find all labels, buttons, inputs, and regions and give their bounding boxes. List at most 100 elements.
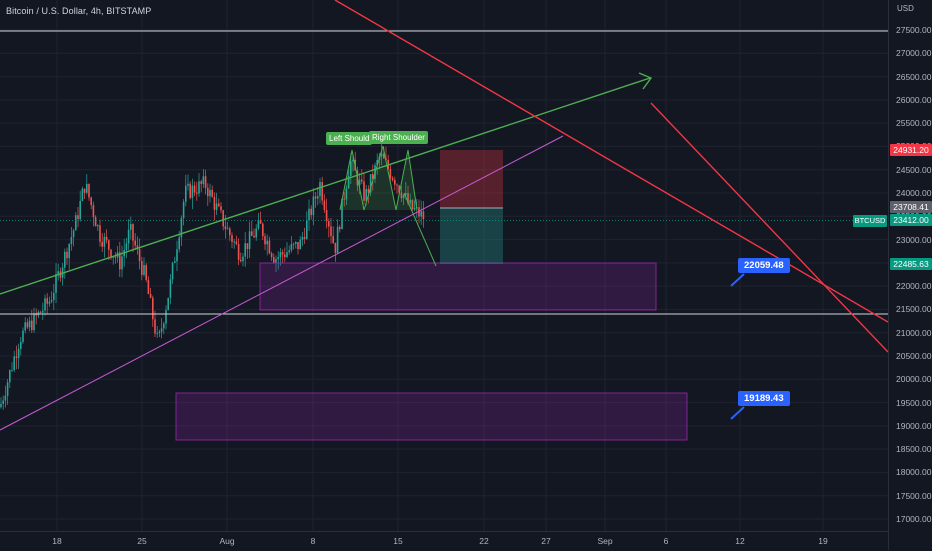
projection-line	[403, 192, 437, 267]
candle-body	[275, 259, 277, 263]
candle-body	[259, 219, 262, 224]
candle-body	[112, 256, 114, 258]
candle-body	[389, 169, 392, 179]
candle-body	[413, 208, 416, 210]
candle-body	[363, 181, 365, 201]
price-axis[interactable]: USD 27500.00 27000.00 26500.00 26000.00 2550…	[888, 0, 932, 550]
price-callout-upper[interactable]: 22059.48	[738, 258, 790, 273]
candle-body	[17, 348, 20, 358]
candle-body	[233, 241, 235, 243]
left-shoulder-label[interactable]: Left Should	[326, 132, 373, 145]
x-tick-label: 25	[137, 536, 147, 546]
candle-body	[31, 320, 33, 331]
candle-body	[306, 220, 308, 239]
price-chart[interactable]	[0, 0, 888, 531]
y-tick-label: 18000.00	[896, 467, 932, 478]
entry-price-badge: 23708.41	[890, 200, 932, 213]
candle-body	[86, 183, 88, 193]
candle-body	[235, 241, 238, 244]
time-axis[interactable]: 18 25 Aug 8 15 22 27 Sep 6 12 19	[0, 531, 888, 551]
candle-body	[105, 236, 108, 241]
candle-body	[94, 217, 97, 227]
candle-body	[334, 242, 337, 254]
drawings	[0, 0, 888, 441]
candle-body	[154, 319, 156, 334]
candle-body	[222, 210, 224, 227]
candle-body	[50, 300, 53, 302]
candle-body	[365, 189, 367, 201]
candle-body	[64, 251, 66, 268]
candle-body	[394, 179, 396, 185]
candle-body	[72, 230, 75, 238]
candle-body	[332, 236, 334, 243]
candle-body	[44, 298, 46, 311]
candle-body	[240, 259, 242, 262]
candle-body	[28, 320, 31, 328]
candle-body	[341, 198, 343, 230]
candle-body	[281, 252, 284, 255]
x-tick-label: 18	[52, 536, 62, 546]
last-price-badge: 23412.00	[890, 214, 932, 227]
candle-body	[253, 235, 255, 238]
candle-body	[407, 193, 409, 204]
candle-body	[77, 215, 79, 220]
candle-body	[165, 309, 167, 324]
candle-body	[110, 249, 112, 258]
candle-body	[350, 161, 352, 176]
candle-body	[286, 252, 288, 258]
stop-price-badge: 24931.20	[890, 143, 932, 156]
candle-body	[182, 201, 185, 219]
candle-body	[108, 240, 110, 250]
candle-body	[2, 400, 4, 404]
candle-body	[191, 185, 194, 198]
candle-body	[303, 237, 306, 239]
candle-body	[330, 226, 332, 237]
candle-body	[207, 187, 209, 197]
candle-body	[209, 189, 211, 197]
candle-body	[149, 293, 152, 298]
callout-pointer-lower	[730, 406, 745, 420]
candle-body	[418, 207, 420, 217]
head-shoulders-pattern	[339, 145, 418, 211]
candle-body	[167, 297, 169, 310]
candle-body	[185, 185, 187, 202]
symbol-last-tag: BTCUSD	[853, 215, 887, 227]
candle-body	[176, 249, 178, 262]
candle-body	[328, 221, 330, 227]
candle-body	[273, 257, 275, 263]
candle-body	[143, 265, 145, 275]
candle-body	[196, 192, 198, 194]
y-tick-label: 18500.00	[896, 444, 932, 455]
x-tick-label: 19	[818, 536, 828, 546]
candle-body	[345, 188, 348, 200]
candle-body	[13, 356, 15, 371]
candle-body	[229, 228, 231, 236]
candle-body	[160, 328, 163, 332]
rising-support-line	[0, 135, 564, 431]
candle-body	[90, 197, 92, 206]
right-shoulder-label[interactable]: Right Shoulder	[369, 131, 428, 144]
candle-body	[422, 211, 425, 220]
candle-body	[268, 240, 271, 254]
candle-body	[352, 159, 354, 162]
candle-body	[48, 301, 51, 304]
candle-body	[411, 199, 414, 210]
candle-body	[92, 205, 95, 218]
candle-body	[156, 332, 158, 334]
y-tick-label: 22000.00	[896, 281, 932, 292]
candle-body	[405, 193, 407, 195]
candle-body	[189, 183, 191, 198]
y-tick-label: 23000.00	[896, 234, 932, 245]
candle-body	[292, 243, 295, 245]
candle-body	[266, 240, 268, 245]
candle-body	[26, 322, 29, 328]
x-tick-label: 22	[479, 536, 489, 546]
candle-body	[152, 297, 154, 320]
candle-body	[127, 229, 130, 244]
candle-body	[200, 181, 202, 184]
candle-body	[391, 178, 394, 180]
candle-body	[103, 236, 106, 247]
trendline-arrow	[638, 72, 653, 90]
candle-body	[15, 356, 18, 358]
price-callout-lower[interactable]: 19189.43	[738, 391, 790, 406]
